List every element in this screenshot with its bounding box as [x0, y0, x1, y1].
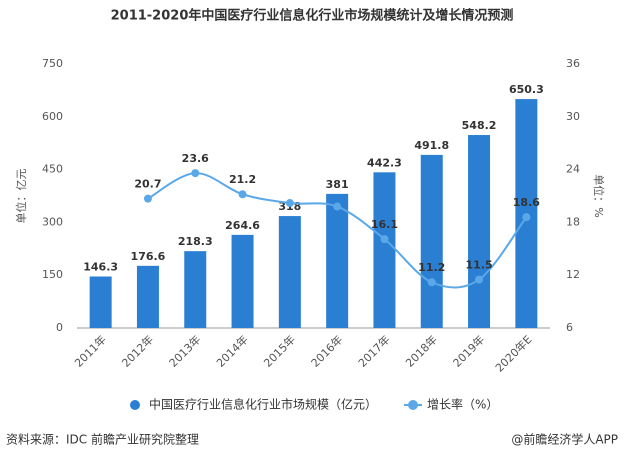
y-tick-label: 600 — [42, 110, 63, 123]
y2-tick-label: 12 — [566, 268, 580, 281]
bar-label: 442.3 — [367, 156, 402, 169]
line-point — [333, 202, 342, 211]
credit: @前瞻经济学人APP — [511, 432, 618, 447]
y-tick-label: 150 — [42, 268, 63, 281]
y2-tick-label: 18 — [566, 215, 580, 228]
line-label: 20.7 — [134, 178, 161, 191]
line-point — [191, 169, 200, 178]
y2-tick-label: 36 — [566, 57, 580, 70]
bar — [420, 154, 443, 328]
line-point — [427, 278, 436, 287]
y-tick-label: 300 — [42, 215, 63, 228]
bar-label: 491.8 — [414, 139, 449, 152]
bar-label: 218.3 — [178, 235, 213, 248]
y-tick-label: 0 — [56, 321, 63, 334]
x-tick-label: 2012年 — [119, 332, 156, 369]
bar-label: 650.3 — [509, 83, 544, 96]
bar — [89, 276, 112, 328]
legend-label: 增长率（%） — [427, 397, 498, 412]
bar — [184, 251, 207, 328]
y-tick-label: 750 — [42, 57, 63, 70]
line-point — [380, 235, 389, 244]
line-label: 11.5 — [465, 259, 492, 272]
line-point — [143, 194, 152, 203]
legend-marker — [130, 400, 140, 410]
x-tick-label: 2011年 — [71, 332, 108, 369]
x-tick-label: 2013年 — [166, 332, 203, 369]
x-tick-label: 2014年 — [213, 332, 250, 369]
x-tick-label: 2017年 — [355, 332, 392, 369]
x-tick-label: 2019年 — [450, 332, 487, 369]
legend-label: 中国医疗行业信息化行业市场规模（亿元） — [149, 397, 377, 412]
bar-label: 176.6 — [131, 250, 166, 263]
bar-label: 381 — [326, 178, 349, 191]
bar — [278, 216, 301, 328]
bar-label: 548.2 — [462, 119, 497, 132]
line-label: 11.2 — [418, 261, 445, 274]
line-point — [238, 190, 247, 199]
bar-label: 146.3 — [83, 261, 118, 274]
bar-label: 264.6 — [225, 219, 260, 232]
bar — [326, 193, 349, 328]
x-tick-label: 2015年 — [261, 332, 298, 369]
y-tick-label: 450 — [42, 163, 63, 176]
bar — [468, 135, 491, 328]
bar — [136, 265, 159, 328]
source: 资料来源：IDC 前瞻产业研究院整理 — [6, 432, 199, 447]
y2-tick-label: 6 — [566, 321, 573, 334]
y2-tick-label: 24 — [566, 163, 580, 176]
y2-tick-label: 30 — [566, 110, 580, 123]
line-label: 16.1 — [371, 218, 398, 231]
legend-marker — [408, 400, 419, 410]
x-tick-label: 2018年 — [403, 332, 440, 369]
line-label: 18.6 — [513, 196, 540, 209]
x-tick-label: 2016年 — [308, 332, 345, 369]
bar — [373, 172, 396, 328]
line-label: 23.6 — [182, 152, 209, 165]
x-tick-label: 2020年E — [492, 332, 534, 374]
y2-axis-label: 单位：% — [592, 174, 606, 217]
y-axis-label: 单位：亿元 — [14, 169, 28, 224]
line-point — [522, 213, 531, 222]
line-point — [285, 199, 294, 208]
line-point — [475, 275, 484, 284]
chart-title: 2011-2020年中国医疗行业信息化行业市场规模统计及增长情况预测 — [111, 8, 514, 24]
line-label: 21.2 — [229, 173, 256, 186]
bar — [231, 234, 254, 328]
